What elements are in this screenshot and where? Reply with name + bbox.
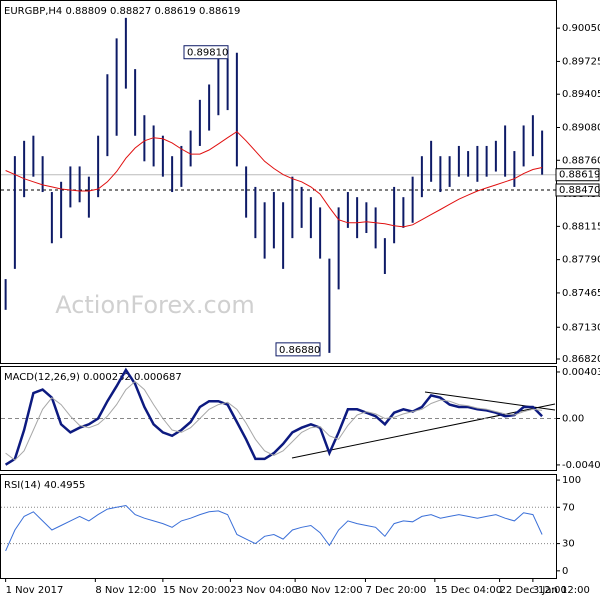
indicator-line: [4, 367, 543, 466]
x-tick-label: 22 Dec 12:00: [500, 585, 567, 596]
y-tick-label: 0.87465: [562, 288, 600, 299]
y-tick-label: 0.89725: [562, 56, 600, 67]
y-tick-label: 0.88115: [562, 221, 600, 232]
panel-title: MACD(12,26,9) 0.000232 0.000687: [4, 372, 182, 383]
y-tick-label: 0.89405: [562, 89, 600, 100]
price-panel: [0, 0, 557, 364]
annotation-box: [275, 342, 321, 357]
watermark: ActionForex.com: [55, 291, 255, 319]
x-tick-label: 3 Jan 12:00: [533, 585, 590, 596]
y-tick-label: 0.87790: [562, 255, 600, 266]
price-label: 0.88470: [559, 185, 600, 196]
trend-line: [291, 403, 556, 459]
panel-title: RSI(14) 40.4955: [4, 480, 85, 491]
y-tick-label: 0.88760: [562, 155, 600, 166]
price-label-box: [555, 183, 600, 197]
last-price-label: 0.88619: [559, 170, 600, 181]
x-tick-label: 15 Nov 20:00: [163, 585, 230, 596]
y-tick-label: 0.00: [562, 414, 584, 425]
indicator-line: [5, 504, 543, 552]
price-label-box: [555, 168, 600, 182]
y-tick-label: 0.90050: [562, 23, 600, 34]
x-tick-label: 8 Nov 12:00: [95, 585, 156, 596]
y-tick-label: 0.00403: [562, 367, 600, 378]
y-tick-label: 70: [562, 502, 575, 513]
y-tick-label: -0.004021: [562, 460, 600, 471]
x-tick-label: 15 Dec 04:00: [435, 585, 502, 596]
annotation-label: 0.86880: [279, 345, 320, 356]
y-tick-label: 0.89080: [562, 123, 600, 134]
y-tick-label: 0: [562, 566, 568, 577]
annotation-label: 0.89810: [187, 48, 228, 59]
y-tick-label: 0.86820: [562, 354, 600, 365]
rsi-panel: [0, 474, 557, 579]
x-tick-label: 30 Nov 12:00: [295, 585, 362, 596]
y-tick-label: 30: [562, 539, 575, 550]
annotation-box: [183, 45, 229, 60]
y-tick-label: 0.87130: [562, 322, 600, 333]
moving-average: [5, 130, 543, 228]
x-tick-label: 23 Nov 04:00: [230, 585, 297, 596]
y-tick-label: 100: [562, 475, 581, 486]
x-tick-label: 1 Nov 2017: [6, 585, 64, 596]
panel-title: EURGBP,H4 0.88809 0.88827 0.88619 0.8861…: [4, 6, 240, 17]
x-tick-label: 7 Dec 20:00: [365, 585, 426, 596]
indicator-line: [5, 380, 543, 461]
